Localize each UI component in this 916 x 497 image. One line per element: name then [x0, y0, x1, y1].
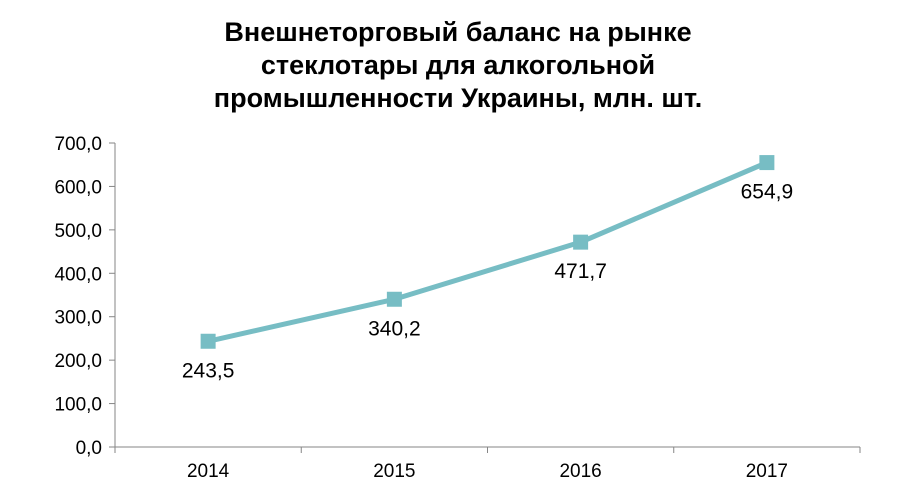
x-tick-label: 2015: [373, 461, 415, 482]
data-label: 340,2: [368, 317, 421, 340]
x-tick-label: 2014: [187, 461, 230, 482]
data-point-marker: [200, 333, 216, 349]
data-label: 471,7: [554, 260, 607, 283]
data-point-marker: [759, 155, 775, 171]
data-label: 654,9: [741, 181, 794, 204]
y-tick-label: 600,0: [54, 177, 102, 198]
y-tick-label: 0,0: [76, 438, 102, 459]
series-line: [205, 160, 770, 344]
data-label: 243,5: [182, 359, 235, 382]
data-point-marker: [386, 291, 402, 307]
y-tick-label: 500,0: [54, 221, 102, 242]
chart-title-line-2: стеклотары для алкогольной: [260, 50, 656, 80]
chart-title: Внешнеторговый баланс на рынке стеклотар…: [0, 16, 916, 115]
y-tick-label: 200,0: [54, 351, 102, 372]
y-tick-label: 100,0: [54, 395, 102, 416]
y-tick-label: 400,0: [54, 264, 102, 285]
y-tick-label: 300,0: [54, 308, 102, 329]
chart-title-line-1: Внешнеторговый баланс на рынке: [224, 17, 692, 47]
y-tick-label: 700,0: [54, 134, 102, 155]
x-tick-label: 2017: [746, 461, 788, 482]
x-tick-label: 2016: [559, 461, 601, 482]
chart-title-line-3: промышленности Украины, млн. шт.: [213, 83, 703, 113]
data-point-marker: [573, 234, 589, 250]
